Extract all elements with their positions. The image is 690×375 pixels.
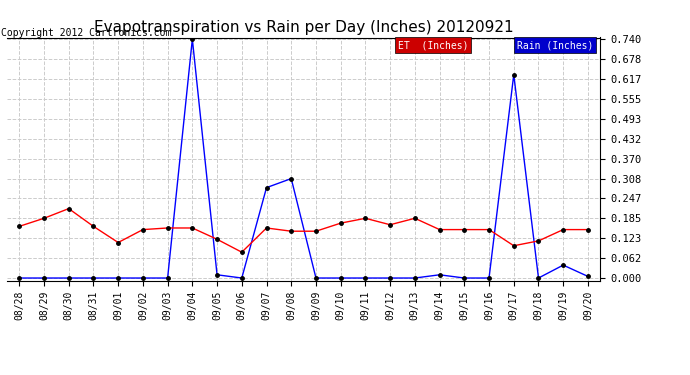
Title: Evapotranspiration vs Rain per Day (Inches) 20120921: Evapotranspiration vs Rain per Day (Inch… bbox=[94, 20, 513, 35]
Text: Copyright 2012 Cartronics.com: Copyright 2012 Cartronics.com bbox=[1, 28, 171, 38]
Text: Rain (Inches): Rain (Inches) bbox=[517, 40, 593, 50]
Text: ET  (Inches): ET (Inches) bbox=[398, 40, 469, 50]
